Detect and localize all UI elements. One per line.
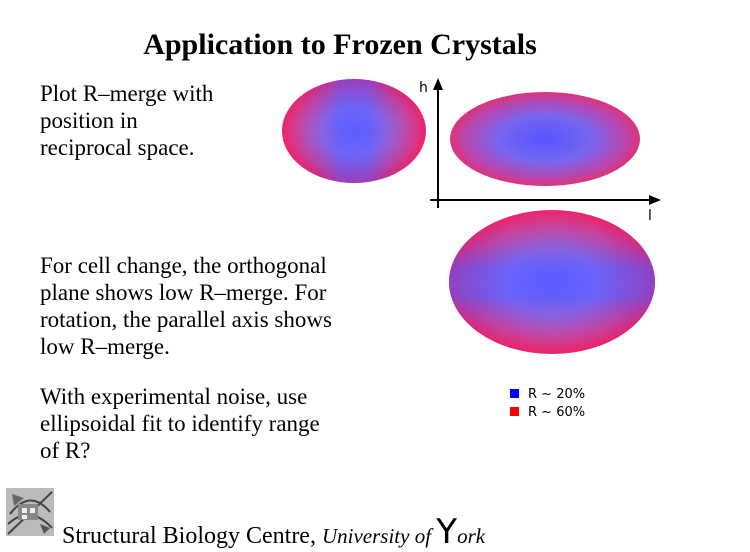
text-line: low R–merge. xyxy=(40,334,170,359)
paragraph-cell-change: For cell change, the orthogonal plane sh… xyxy=(40,252,400,360)
legend-swatch-high xyxy=(510,407,519,416)
h-axis-arrow-icon xyxy=(433,78,443,90)
paragraph-plot-rmerge: Plot R–merge with position in reciprocal… xyxy=(40,80,270,161)
text-line: ellipsoidal fit to identify range xyxy=(40,411,320,436)
l-axis-arrow-icon xyxy=(649,195,661,205)
footer-univ-rest: ork xyxy=(457,524,486,548)
text-line: For cell change, the orthogonal xyxy=(40,253,327,278)
text-line: With experimental noise, use xyxy=(40,384,308,409)
footer-credit: Structural Biology Centre, University of… xyxy=(62,512,485,552)
text-line: reciprocal space. xyxy=(40,135,195,160)
legend-swatch-low xyxy=(510,389,519,398)
legend-label-high: R ~ 60% xyxy=(528,405,585,420)
footer-univ-prefix: University of xyxy=(321,524,432,548)
text-line: rotation, the parallel axis shows xyxy=(40,307,332,332)
ellipse-hl-plane xyxy=(450,92,640,186)
paragraph-experimental-noise: With experimental noise, use ellipsoidal… xyxy=(40,383,400,464)
h-axis-label: h xyxy=(419,80,428,96)
slide-title: Application to Frozen Crystals xyxy=(143,28,537,61)
legend-label-low: R ~ 20% xyxy=(528,387,585,402)
footer-org: Structural Biology Centre, xyxy=(62,523,316,549)
text-line: plane shows low R–merge. For xyxy=(40,280,327,305)
l-axis-label: l xyxy=(648,208,652,224)
structural-biology-centre-logo-icon xyxy=(4,484,56,540)
ellipse-parallel-axis xyxy=(449,210,655,354)
text-line: Plot R–merge with xyxy=(40,81,214,106)
text-line: of R? xyxy=(40,438,91,463)
footer-university: University of York xyxy=(321,512,486,552)
legend: R ~ 20% R ~ 60% xyxy=(510,387,585,420)
text-line: position in xyxy=(40,108,138,133)
footer-univ-initial: Y xyxy=(436,512,458,552)
ellipse-orthogonal-plane xyxy=(282,79,426,183)
hl-axes: h l xyxy=(419,78,661,224)
